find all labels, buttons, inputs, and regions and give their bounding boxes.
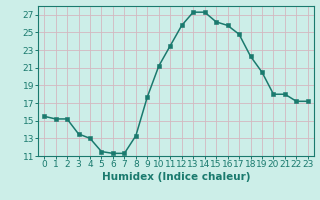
X-axis label: Humidex (Indice chaleur): Humidex (Indice chaleur) xyxy=(102,172,250,182)
